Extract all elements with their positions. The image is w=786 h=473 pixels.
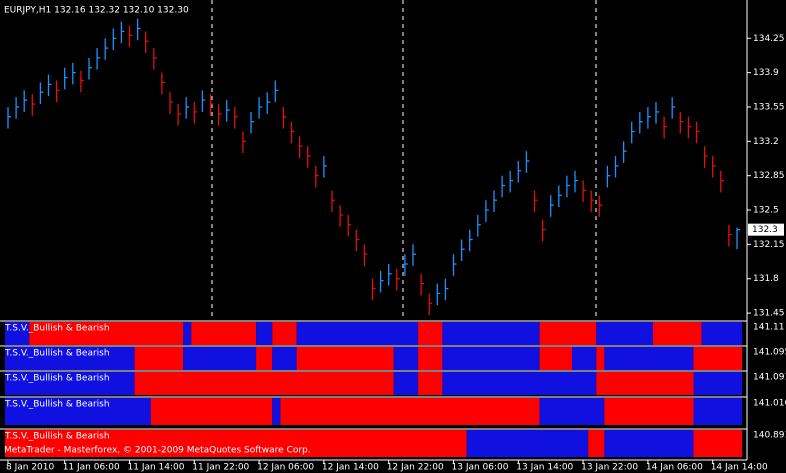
y-tick-label: 134.25 xyxy=(753,34,785,44)
strip-segment xyxy=(701,322,743,345)
strip-title: T.S.V._Bullish & Bearish xyxy=(4,374,110,384)
strip-segment xyxy=(572,347,597,370)
strip-segment xyxy=(256,347,273,370)
strip-segment xyxy=(29,322,184,345)
strip-segment xyxy=(280,398,540,425)
strip-segment xyxy=(191,322,257,345)
y-tick-label: 132.85 xyxy=(753,171,785,181)
y-tick-label: 133.2 xyxy=(753,137,779,147)
x-tick-label: 8 Jan 2010 xyxy=(6,463,54,473)
strip-segment xyxy=(418,347,443,370)
x-tick-label: 11 Jan 06:00 xyxy=(63,463,120,473)
strip-segment xyxy=(604,430,694,457)
y-tick-label: 133.9 xyxy=(753,68,779,78)
x-tick-label: 12 Jan 06:00 xyxy=(257,463,314,473)
x-tick-label: 12 Jan 14:00 xyxy=(322,463,379,473)
strip-segment xyxy=(442,372,597,395)
strip-segment xyxy=(256,322,273,345)
strip-title: T.S.V._Bullish & Bearish xyxy=(4,400,110,410)
strip-value: 141.016 xyxy=(753,399,786,409)
strip-segment xyxy=(653,322,702,345)
strip-segment xyxy=(183,347,257,370)
strip-segment xyxy=(393,372,419,395)
strip-segment xyxy=(539,347,572,370)
strip-segment xyxy=(272,398,281,425)
strip-segment xyxy=(418,372,443,395)
x-tick-label: 11 Jan 22:00 xyxy=(192,463,249,473)
strip-value: 141.095 xyxy=(753,348,786,358)
strip-segment xyxy=(596,347,605,370)
strip-title: T.S.V._Bullish & Bearish xyxy=(4,324,110,334)
strip-segment xyxy=(5,347,135,370)
x-tick-label: 13 Jan 06:00 xyxy=(452,463,509,473)
strip-segment xyxy=(272,322,297,345)
strip-value: 141.091 xyxy=(753,373,786,383)
y-tick-label: 131.8 xyxy=(753,274,779,284)
x-tick-label: 12 Jan 22:00 xyxy=(387,463,444,473)
x-tick-label: 13 Jan 14:00 xyxy=(516,463,573,473)
strip-segment xyxy=(134,347,184,370)
x-tick-label: 14 Jan 06:00 xyxy=(646,463,703,473)
strip-segment xyxy=(466,430,589,457)
strip-segment xyxy=(539,322,597,345)
strip-value: 140.891 xyxy=(753,431,786,441)
strip-segment xyxy=(183,322,192,345)
strip-segment xyxy=(5,372,135,395)
x-tick-label: 14 Jan 14:00 xyxy=(711,463,768,473)
y-tick-label: 132.15 xyxy=(753,240,785,250)
strip-segment xyxy=(693,347,743,370)
y-tick-label: 132.5 xyxy=(753,206,779,216)
strip-segment xyxy=(5,322,30,345)
footer: MetaTrader - Masterforex, © 2001-2009 Me… xyxy=(4,446,311,456)
strip-segment xyxy=(442,322,540,345)
y-tick-label: 131.45 xyxy=(753,309,785,319)
x-tick-label: 13 Jan 22:00 xyxy=(581,463,638,473)
last-price-box xyxy=(748,223,784,236)
strip-segment xyxy=(393,347,419,370)
strip-segment xyxy=(693,398,743,425)
strip-segment xyxy=(150,398,273,425)
strip-segment xyxy=(596,372,694,395)
y-tick-label: 133.55 xyxy=(753,102,785,112)
strip-segment xyxy=(596,322,653,345)
chart-title: EURJPY,H1 132.16 132.32 132.10 132.30 xyxy=(4,6,189,16)
strip-segment xyxy=(5,430,467,457)
strip-value: 141.11 xyxy=(753,323,785,333)
strip-segment xyxy=(296,347,394,370)
strip-segment xyxy=(296,322,419,345)
strip-segment xyxy=(588,430,605,457)
strip-segment xyxy=(693,372,743,395)
day-separators xyxy=(211,0,597,318)
strip-title: T.S.V._Bullish & Bearish xyxy=(4,432,110,442)
x-tick-label: 11 Jan 14:00 xyxy=(128,463,185,473)
strip-title: T.S.V._Bullish & Bearish xyxy=(4,349,110,359)
strip-segment xyxy=(418,322,443,345)
strip-segment xyxy=(604,398,694,425)
strip-segment xyxy=(539,398,605,425)
strip-segment xyxy=(5,398,151,425)
strip-segment xyxy=(134,372,394,395)
last-price-label: 132.3 xyxy=(752,225,778,235)
strip-segment xyxy=(442,347,540,370)
strip-segment xyxy=(604,347,694,370)
strip-segment xyxy=(272,347,297,370)
strip-segment xyxy=(693,430,743,457)
